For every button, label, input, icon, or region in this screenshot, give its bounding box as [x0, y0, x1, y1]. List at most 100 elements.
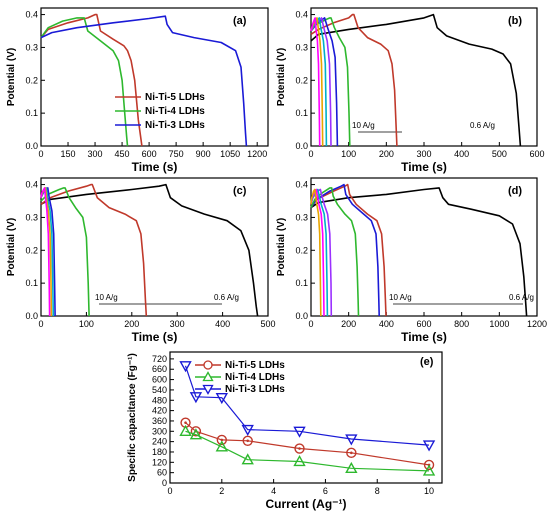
panel-label: (e) [420, 356, 434, 368]
data-point [293, 426, 306, 438]
panel-d: 0 200 400 600 800 1000 1200 0.0 0.1 0.2 0.3 0.4 Time… [276, 177, 547, 344]
data-point [346, 447, 357, 459]
legend-marker [202, 384, 214, 395]
y-tick-label: 0.4 [25, 10, 38, 20]
series-line-2 [40, 15, 248, 147]
series-line-1 [185, 430, 430, 472]
y-tick-label: 0.0 [295, 141, 308, 151]
x-tick-label: 6 [323, 486, 328, 496]
x-tick-label: 500 [492, 149, 507, 159]
series-line-0 [310, 13, 522, 147]
plot-frame [40, 7, 269, 147]
y-tick-label: 180 [152, 447, 167, 457]
legend-label: Ni-Ti-5 LDHs [225, 360, 285, 371]
x-tick-label: 1200 [247, 149, 267, 159]
series-line-1 [310, 183, 387, 317]
panel-a: 0 150 300 450 600 750 900 1050 1200 0.0 0.1 0.2 0.3 0… [6, 7, 269, 174]
series-line-6 [310, 17, 324, 147]
y-tick-label: 300 [152, 426, 167, 436]
x-tick-label: 0 [308, 149, 313, 159]
y-tick-label: 0.4 [295, 180, 308, 190]
data-point [345, 434, 358, 446]
x-tick-label: 400 [215, 319, 230, 329]
series-line-7 [310, 188, 322, 317]
data-point [189, 428, 203, 440]
series-line-1 [310, 13, 398, 147]
x-tick-label: 100 [79, 319, 94, 329]
data-point [241, 424, 254, 437]
x-axis-label: Time (s) [132, 330, 178, 344]
y-tick-label: 240 [152, 437, 167, 447]
legend-label: Ni-Ti-3 LDHs [145, 120, 205, 131]
y-axis-label: Potential (V) [6, 48, 17, 106]
x-tick-label: 100 [341, 149, 356, 159]
y-axis-label: Potential (V) [6, 218, 17, 276]
x-tick-label: 300 [170, 319, 185, 329]
panel-e: 0 2 4 6 8 10 060120180240300360420480540600660… [127, 351, 443, 511]
data-point [423, 459, 435, 471]
x-tick-label: 0 [38, 319, 43, 329]
annotation-left: 10 A/g [389, 293, 412, 302]
data-point-center [246, 439, 250, 443]
y-tick-label: 420 [152, 406, 167, 416]
data-point [241, 453, 254, 465]
legend-marker [202, 371, 214, 382]
y-tick-label: 0.2 [295, 245, 308, 255]
y-tick-label: 0.2 [25, 245, 38, 255]
y-tick-label: 60 [157, 468, 167, 478]
annotation-right: 0.6 A/g [214, 293, 239, 302]
x-tick-label: 600 [416, 319, 431, 329]
y-axis-label: Potential (V) [276, 48, 287, 106]
data-point-center [220, 438, 224, 442]
legend-label: Ni-Ti-5 LDHs [145, 92, 205, 103]
plot-frame [310, 7, 538, 147]
x-tick-label: 0 [167, 486, 172, 496]
x-tick-label: 0 [308, 319, 313, 329]
annotation-left: 10 A/g [352, 121, 375, 130]
data-point-center [184, 421, 187, 424]
x-tick-label: 10 [424, 486, 434, 496]
data-point [189, 392, 203, 404]
data-point [190, 426, 202, 437]
x-tick-label: 800 [454, 319, 469, 329]
x-tick-label: 500 [260, 319, 275, 329]
panel-label: (d) [508, 185, 522, 197]
y-tick-label: 480 [152, 395, 167, 405]
series-line-2 [310, 183, 380, 317]
x-tick-label: 200 [124, 319, 139, 329]
y-tick-label: 0.1 [25, 108, 38, 118]
data-point [216, 434, 228, 446]
y-axis-label: Potential (V) [276, 218, 287, 276]
x-tick-label: 750 [169, 149, 184, 159]
data-point [215, 440, 228, 452]
data-point [294, 443, 305, 454]
panel-label: (b) [508, 15, 522, 27]
data-point [422, 464, 436, 476]
x-axis-label: Time (s) [132, 160, 178, 174]
data-point [215, 392, 228, 405]
x-tick-label: 400 [379, 319, 394, 329]
legend-label: Ni-Ti-4 LDHs [145, 106, 205, 117]
y-tick-label: 360 [152, 416, 167, 426]
y-tick-label: 0.1 [295, 278, 308, 288]
annotation-left: 10 A/g [95, 293, 118, 302]
y-tick-label: 0.3 [295, 42, 308, 52]
series-line-7 [310, 17, 321, 147]
legend: Ni-Ti-5 LDHs Ni-Ti-4 LDHs Ni-Ti-3 LDHs [115, 92, 205, 131]
x-tick-label: 1050 [220, 149, 240, 159]
x-axis-label: Time (s) [401, 330, 447, 344]
series-line-3 [310, 187, 360, 317]
plot-frame [169, 351, 443, 484]
x-tick-label: 300 [416, 149, 431, 159]
y-tick-label: 0.4 [295, 10, 308, 20]
y-axis-label: Specific capacitance (Fg⁻¹) [127, 353, 138, 482]
data-point-center [298, 447, 301, 450]
series-line-1 [40, 17, 129, 147]
series-line-0 [310, 187, 528, 317]
y-tick-label: 0.0 [25, 141, 38, 151]
y-tick-label: 0.2 [25, 75, 38, 85]
data-point [345, 461, 358, 474]
y-tick-label: 540 [152, 385, 167, 395]
data-point [179, 424, 192, 436]
